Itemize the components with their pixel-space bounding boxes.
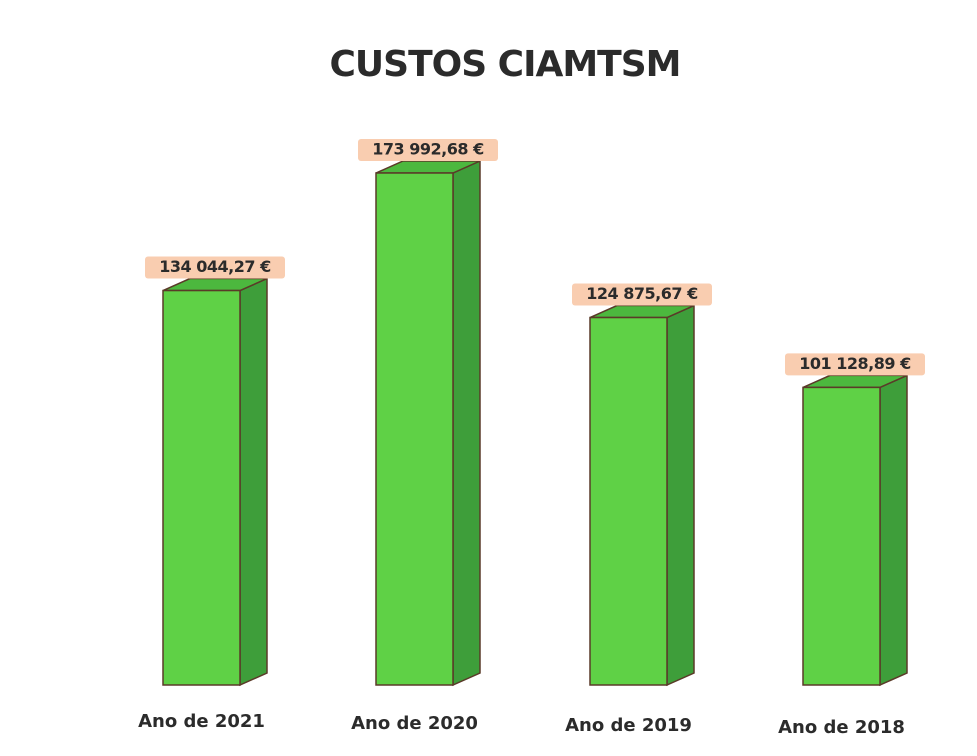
x-tick-label: Ano de 2020 — [351, 713, 478, 734]
bar-front — [589, 316, 668, 686]
bar-side — [452, 159, 481, 687]
bar — [802, 374, 908, 687]
value-label: 173 992,68 € — [372, 140, 484, 159]
x-tick-label: Ano de 2019 — [565, 715, 692, 736]
value-label: 124 875,67 € — [586, 284, 698, 303]
value-label-bg — [358, 139, 498, 161]
bar — [375, 159, 481, 687]
value-label: 134 044,27 € — [159, 257, 271, 276]
bar-side — [666, 304, 695, 687]
value-label-bg — [785, 353, 925, 376]
bar-front — [162, 289, 241, 686]
x-tick-label: Ano de 2021 — [138, 711, 265, 732]
bar-side — [879, 374, 908, 687]
value-label-bg — [145, 256, 285, 279]
bar-side — [239, 277, 268, 687]
bar-front — [375, 172, 454, 686]
bar — [589, 304, 695, 687]
bar-front — [802, 386, 881, 686]
value-label: 101 128,89 € — [799, 354, 911, 373]
value-label-bg — [572, 283, 712, 306]
chart-title: CUSTOS CIAMTSM — [329, 44, 680, 85]
bar — [162, 277, 268, 687]
x-tick-label: Ano de 2018 — [778, 717, 905, 738]
